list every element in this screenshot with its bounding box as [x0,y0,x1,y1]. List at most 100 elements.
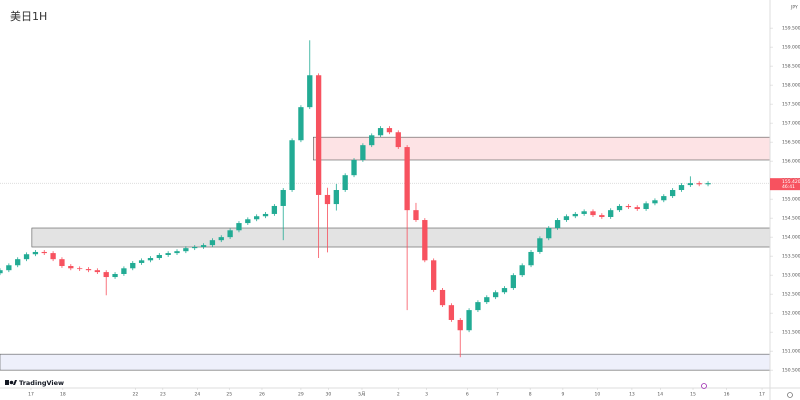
candle-body [404,147,410,211]
candle-body [528,251,534,266]
candle-body [537,238,543,252]
candle-body [669,190,676,197]
x-tick-label: 9 [561,392,564,398]
candle-body [448,305,455,320]
candle-body [475,302,481,311]
y-tick-label: 156.000 [782,159,800,165]
candle-body [581,211,587,214]
candle-body [121,268,127,274]
x-tick-label: 26 [259,392,265,398]
x-tick-label: 18 [60,392,66,398]
candle-body [307,75,313,108]
candle-body [227,230,233,238]
x-tick-label: 16 [724,392,730,398]
x-tick-label: 8 [529,392,532,398]
x-tick-label: 17 [759,392,765,398]
axes: 150.500 151.000 151.500 152.000 152.500 153.0… [28,26,800,398]
candle-body [678,185,685,191]
currency: JPY [790,5,798,11]
x-tick-label: 25 [226,392,232,398]
candle-body [218,237,224,241]
candle-body [634,207,640,210]
candle-body [369,135,375,146]
settings-icon[interactable] [787,392,793,398]
candle-body [112,273,118,278]
candle-body [554,220,561,229]
candle-body [572,213,578,217]
brand: TradingView [19,379,64,387]
y-tick-label: 157.000 [782,121,800,127]
candle-body [643,203,649,210]
y-tick-label: 152.500 [782,292,800,298]
brand-logo: TradingView [5,379,64,387]
zone [31,227,771,248]
candle-body [6,265,12,271]
candle-body [519,265,525,276]
candle-body [687,183,693,186]
candle-body [413,210,419,221]
candle-body [342,175,348,191]
candle-body [209,240,216,246]
candle-body [165,253,171,255]
x-tick-label: 13 [629,392,635,398]
candle-body [377,128,384,136]
x-tick-label: 3 [425,392,428,398]
candle-body [254,216,260,220]
y-tick-label: 155.000 [782,197,800,203]
plot [0,40,770,358]
candle-body [386,128,393,133]
candle-body [608,210,614,217]
candle-body [59,259,65,267]
candle-body [457,319,463,331]
y-tick-label: 150.500 [782,368,800,374]
candle-body [85,269,92,271]
candle-body [431,260,437,290]
x-tick-label: 22 [133,392,139,398]
candle-body [625,205,632,208]
zone [0,353,771,371]
x-tick-label: 15 [690,392,696,398]
candle-body [652,200,658,204]
x-tick-label: 30 [325,392,331,398]
candle-body [395,132,401,148]
candle-body [422,220,428,261]
event-marker[interactable] [701,383,707,389]
y-tick-label: 153.500 [782,254,800,260]
y-tick-label: 154.000 [782,235,800,241]
price-tag [770,178,800,191]
candle-body [599,215,605,217]
x-tick-label: 10 [595,392,601,398]
x-tick-label: 5月 [358,392,365,398]
candle-body [262,213,269,217]
candle-body [183,248,189,252]
price-tag-label: 155.420 [782,179,800,185]
candle-body [315,75,322,195]
candle-body [103,272,109,278]
candle-body [289,140,295,191]
y-tick-label: 151.500 [782,330,800,336]
candle-body [77,268,83,270]
y-tick-label: 159.500 [782,26,800,32]
candle-body [94,270,101,273]
candle-body [50,253,56,260]
x-tick-label: 2 [397,392,400,398]
candle-body [705,183,711,185]
candle-body [192,247,198,249]
candle-body [324,194,331,205]
candle-body [174,251,180,254]
candle-body [147,258,154,261]
x-tick-label: 29 [298,392,304,398]
candle-body [130,262,136,269]
x-tick-label: 7 [496,392,499,398]
y-tick-label: 159.000 [782,45,800,51]
candle-body [439,289,446,306]
y-tick-label: 157.500 [782,102,800,108]
candle-body [245,219,251,224]
zone [313,136,771,161]
candle-body [492,292,499,298]
candle-body [333,190,339,205]
candle-body [271,205,278,214]
candle-body [280,190,286,206]
